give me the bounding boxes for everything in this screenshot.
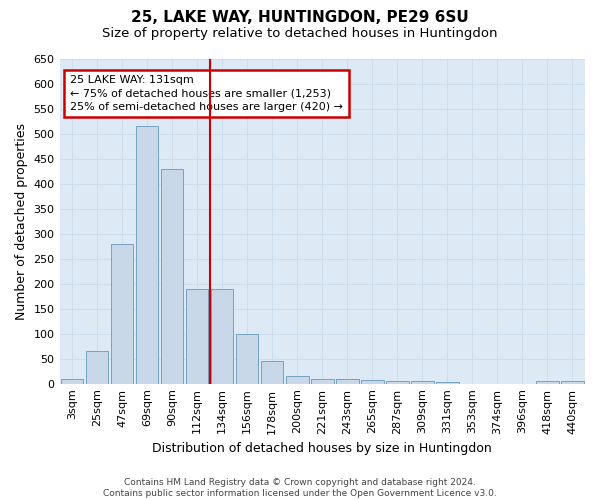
Bar: [211, 289, 233, 384]
Bar: [111, 244, 133, 384]
Bar: [61, 378, 83, 384]
Text: Size of property relative to detached houses in Huntingdon: Size of property relative to detached ho…: [102, 28, 498, 40]
Bar: [136, 126, 158, 384]
Bar: [336, 378, 359, 384]
X-axis label: Distribution of detached houses by size in Huntingdon: Distribution of detached houses by size …: [152, 442, 492, 455]
Bar: [361, 380, 383, 384]
Bar: [161, 169, 184, 384]
Text: 25, LAKE WAY, HUNTINGDON, PE29 6SU: 25, LAKE WAY, HUNTINGDON, PE29 6SU: [131, 10, 469, 25]
Bar: [186, 289, 208, 384]
Y-axis label: Number of detached properties: Number of detached properties: [15, 123, 28, 320]
Bar: [261, 361, 283, 384]
Text: Contains HM Land Registry data © Crown copyright and database right 2024.
Contai: Contains HM Land Registry data © Crown c…: [103, 478, 497, 498]
Bar: [311, 378, 334, 384]
Bar: [536, 381, 559, 384]
Bar: [386, 381, 409, 384]
Bar: [411, 381, 434, 384]
Bar: [236, 334, 259, 384]
Text: 25 LAKE WAY: 131sqm
← 75% of detached houses are smaller (1,253)
25% of semi-det: 25 LAKE WAY: 131sqm ← 75% of detached ho…: [70, 75, 343, 112]
Bar: [561, 381, 584, 384]
Bar: [86, 351, 109, 384]
Bar: [286, 376, 308, 384]
Bar: [436, 382, 458, 384]
